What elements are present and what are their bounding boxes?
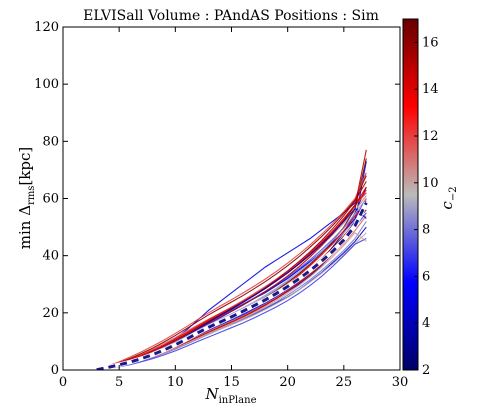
x-tick-label: 15 (223, 375, 240, 390)
mean-line (96, 202, 368, 370)
x-tick-label: 0 (59, 375, 67, 390)
y-tick-label: 20 (42, 306, 59, 321)
series-line-27 (96, 232, 367, 370)
series-line-21 (96, 181, 367, 370)
colorbar-label: c−2 (438, 186, 459, 209)
x-axis-label: NinPlane (204, 385, 256, 406)
x-axis: 0 5 10 15 20 25 30 (59, 27, 408, 390)
y-tick-label: 120 (34, 20, 59, 35)
x-tick-label: 10 (167, 375, 184, 390)
colorbar-tick-label: 2 (422, 363, 430, 378)
series-line-6 (96, 161, 367, 370)
colorbar-tick-label: 12 (422, 129, 439, 144)
series-line-17 (96, 189, 367, 370)
y-tick-label: 60 (42, 192, 59, 207)
y-tick-label: 0 (51, 363, 59, 378)
colorbar (402, 18, 419, 371)
mean-line-halo (96, 201, 369, 370)
y-tick-label: 80 (42, 134, 59, 149)
chart-title: ELVISall Volume : PAndAS Positions : Sim (83, 8, 379, 24)
series-line-1 (96, 186, 367, 370)
series-line-7 (96, 206, 367, 370)
colorbar-ticks: 2 4 6 8 10 12 14 16 (414, 35, 439, 378)
y-tick-label: 100 (34, 77, 59, 92)
series-line-22 (96, 209, 367, 370)
colorbar-tick-label: 10 (422, 176, 439, 191)
colorbar-tick-label: 4 (422, 316, 430, 331)
series-line-30 (96, 198, 367, 370)
series-line-16 (96, 198, 367, 370)
colorbar-tick-label: 16 (422, 35, 439, 50)
y-tick-label: 40 (42, 249, 59, 264)
x-tick-label: 20 (279, 375, 296, 390)
series-line-12 (96, 232, 367, 370)
series-line-24 (96, 158, 367, 370)
x-tick-label: 30 (392, 375, 409, 390)
series-line-25 (96, 238, 367, 370)
series-line-23 (96, 175, 367, 370)
series-line-13 (96, 195, 367, 370)
y-axis-label: min Δrms[kpc] (16, 147, 37, 250)
colorbar-tick-label: 14 (422, 82, 439, 97)
colorbar-tick-label: 6 (422, 269, 430, 284)
series-line-26 (96, 172, 367, 370)
x-tick-label: 25 (336, 375, 353, 390)
colorbar-tick-label: 8 (422, 223, 430, 238)
series-line-3 (96, 198, 367, 370)
y-axis: 0 20 40 60 80 100 120 (34, 20, 400, 378)
series-layer (96, 149, 369, 370)
series-line-5 (96, 192, 367, 370)
series-line-10 (96, 221, 367, 370)
series-line-2 (96, 203, 367, 370)
series-line-18 (96, 203, 367, 370)
series-line-15 (96, 192, 367, 370)
x-tick-label: 5 (115, 375, 123, 390)
series-line-20 (96, 203, 367, 370)
series-line-19 (96, 186, 367, 370)
